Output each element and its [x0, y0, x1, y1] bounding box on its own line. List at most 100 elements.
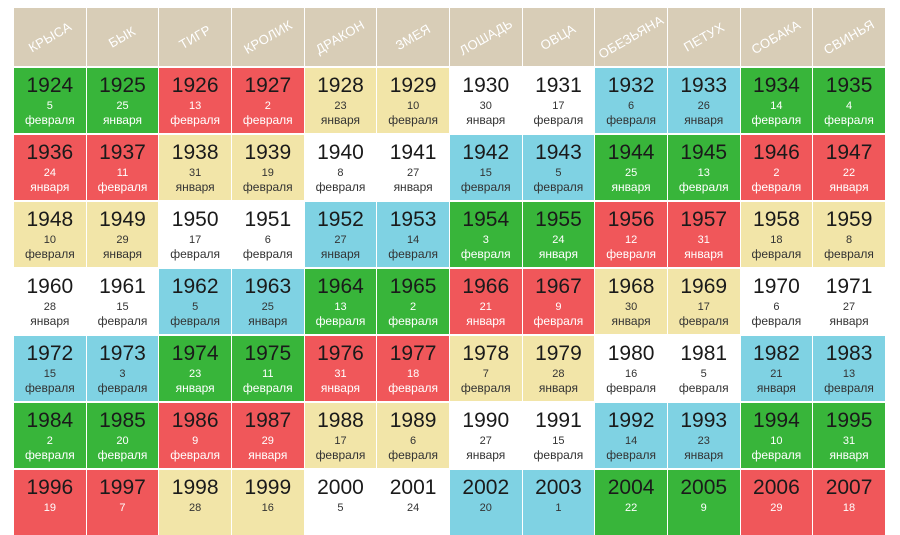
day-text: 13 — [842, 368, 856, 380]
month-text: февраля — [751, 448, 802, 462]
day-text: 27 — [334, 234, 347, 246]
day-text: 29 — [116, 234, 129, 246]
month-text: февраля — [24, 448, 75, 462]
year-text: 1931 — [535, 74, 582, 97]
year-cell: 2006 29 — [740, 470, 814, 535]
day-text: 5 — [555, 167, 562, 179]
year-cell: 1994 10 февраля — [740, 403, 814, 468]
day-text: 27 — [406, 167, 420, 179]
day-text: 31 — [189, 167, 202, 179]
month-text: января — [320, 381, 360, 395]
year-text: 1953 — [389, 208, 437, 231]
year-text: 1968 — [607, 275, 655, 298]
month-text: февраля — [824, 247, 874, 261]
year-text: 1942 — [462, 141, 510, 164]
month-text: февраля — [97, 448, 148, 462]
day-text: 10 — [406, 100, 420, 112]
day-text: 13 — [334, 301, 347, 313]
year-text: 1929 — [389, 74, 437, 97]
year-text: 2002 — [462, 476, 510, 499]
day-text: 5 — [46, 100, 53, 112]
year-text: 1997 — [99, 476, 146, 499]
year-text: 1937 — [99, 141, 146, 164]
year-text: 1975 — [244, 342, 292, 365]
year-cell: 2003 1 — [522, 470, 596, 535]
year-cell: 1952 27 января — [304, 202, 378, 267]
year-cell: 1985 20 февраля — [86, 403, 160, 468]
month-text: января — [756, 381, 796, 395]
year-text: 1988 — [317, 409, 364, 432]
year-text: 1930 — [462, 74, 510, 97]
year-text: 1960 — [26, 275, 74, 298]
year-cell: 1966 21 января — [449, 269, 523, 334]
month-text: февраля — [678, 314, 729, 328]
year-cell: 1980 16 февраля — [595, 336, 668, 401]
year-cell: 1957 31 января — [667, 202, 741, 267]
year-text: 1941 — [389, 141, 437, 164]
year-cell: 1993 23 января — [667, 403, 741, 468]
year-cell: 1989 6 февраля — [377, 403, 450, 468]
year-cell: 1959 8 февраля — [813, 202, 886, 267]
day-text: 17 — [697, 301, 710, 313]
year-cell: 1954 3 февраля — [449, 202, 523, 267]
day-text: 6 — [410, 435, 417, 447]
animal-label: ДРАКОН — [313, 17, 368, 57]
year-text: 1948 — [26, 208, 74, 231]
year-text: 1995 — [825, 409, 873, 432]
day-text: 28 — [189, 502, 202, 514]
year-cell: 1991 15 февраля — [522, 403, 596, 468]
year-cell: 1951 6 февраля — [231, 202, 305, 267]
year-text: 1927 — [244, 74, 292, 97]
month-text: февраля — [751, 247, 802, 261]
day-text: 20 — [116, 435, 129, 447]
header-cell: ОВЦА — [522, 8, 596, 66]
month-text: февраля — [678, 180, 729, 194]
year-cell: 2007 18 — [813, 470, 886, 535]
year-cell: 1947 22 января — [813, 135, 886, 200]
day-text: 29 — [770, 502, 783, 514]
year-cell: 2000 5 — [304, 470, 378, 535]
month-text: февраля — [606, 247, 656, 261]
day-text: 12 — [624, 234, 638, 246]
header-cell: ТИГР — [159, 8, 232, 66]
day-text: 30 — [624, 301, 638, 313]
year-text: 1936 — [26, 141, 74, 164]
month-text: января — [538, 381, 578, 395]
day-text: 29 — [261, 435, 274, 447]
year-cell: 1999 16 — [231, 470, 305, 535]
table-row: 1924 5 февраля 1925 25 января 1926 13 февраля 192… — [14, 66, 886, 133]
year-cell: 1932 6 февраля — [595, 68, 668, 133]
year-text: 1978 — [462, 342, 510, 365]
year-text: 1962 — [171, 275, 219, 298]
day-text: 24 — [552, 234, 565, 246]
year-text: 1964 — [317, 275, 364, 298]
day-text: 31 — [334, 368, 347, 380]
year-text: 1933 — [680, 74, 728, 97]
day-text: 24 — [406, 502, 420, 514]
year-text: 1947 — [825, 141, 873, 164]
year-text: 1992 — [607, 409, 655, 432]
year-text: 1945 — [680, 141, 728, 164]
year-text: 1985 — [99, 409, 146, 432]
day-text: 25 — [116, 100, 129, 112]
year-cell: 1976 31 января — [304, 336, 378, 401]
day-text: 10 — [770, 435, 783, 447]
year-cell: 1967 9 февраля — [522, 269, 596, 334]
day-text: 7 — [119, 502, 126, 514]
day-text: 27 — [479, 435, 492, 447]
year-cell: 1958 18 февраля — [740, 202, 814, 267]
year-cell: 1938 31 января — [159, 135, 232, 200]
year-text: 1946 — [753, 141, 800, 164]
day-text: 17 — [189, 234, 202, 246]
month-text: февраля — [533, 180, 584, 194]
day-text: 9 — [700, 502, 707, 514]
day-text: 15 — [552, 435, 565, 447]
day-text: 21 — [479, 301, 492, 313]
year-text: 1949 — [99, 208, 146, 231]
year-cell: 1969 17 февраля — [667, 269, 741, 334]
day-text: 25 — [624, 167, 638, 179]
year-text: 1982 — [753, 342, 800, 365]
day-text: 23 — [697, 435, 710, 447]
day-text: 16 — [261, 502, 274, 514]
day-text: 15 — [116, 301, 129, 313]
